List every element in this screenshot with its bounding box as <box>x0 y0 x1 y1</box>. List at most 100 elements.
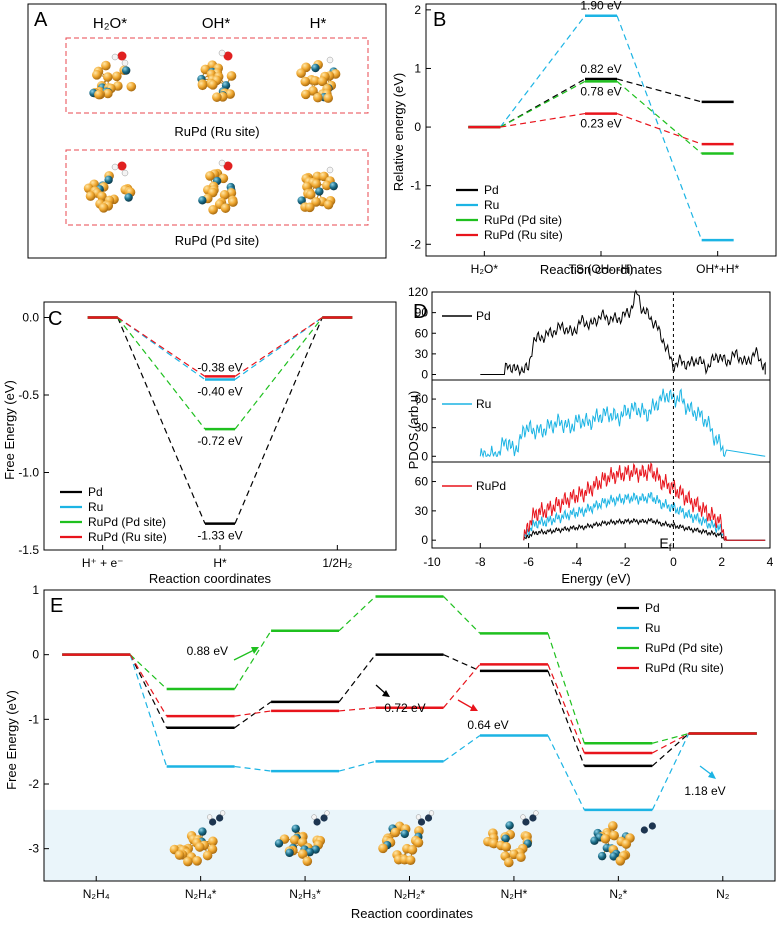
y-tick-label: -1.0 <box>18 466 39 480</box>
connector-pd <box>234 701 272 729</box>
panel-a-label: A <box>34 9 48 31</box>
legend-label-ru: Ru <box>476 397 491 411</box>
pd-atom <box>208 836 218 847</box>
y-tick-label: 0 <box>421 449 428 463</box>
panel-b-label: B <box>433 9 446 31</box>
ru-atom <box>104 175 113 185</box>
y-tick-label: 0 <box>421 368 428 382</box>
connector-ru <box>651 733 690 811</box>
annotation-pd: 0.72 eV <box>384 701 425 715</box>
annotation-rupd-ru-site: 0.23 eV <box>580 117 621 131</box>
panel-a-row1-frame <box>65 37 369 114</box>
connector-ru <box>338 760 376 772</box>
hydrogen-atom <box>111 163 119 171</box>
pd-atom <box>208 80 218 90</box>
hydrogen-atom <box>218 49 226 57</box>
panel-a: A H₂O* OH* H* RuPd (Ru site) RuPd (Pd si… <box>27 3 387 259</box>
nitrogen-atom <box>320 814 328 822</box>
legend-label-rupd: RuPd <box>476 479 506 493</box>
panel-c-xlabel: Reaction coordinates <box>149 571 272 586</box>
pd-atom <box>300 76 311 87</box>
pd-atom <box>226 71 237 81</box>
connector-pd <box>547 670 585 767</box>
panel-a-row2-caption: RuPd (Pd site) <box>175 233 260 248</box>
pd-atom <box>407 845 418 855</box>
hydrogen-atom <box>428 810 435 816</box>
y-tick-label: -0.5 <box>18 388 39 402</box>
connector-pd <box>500 78 586 128</box>
x-tick-label-1-2h: 1/2H₂ <box>322 556 352 570</box>
fermi-label: Ef <box>659 535 671 554</box>
hydrogen-atom <box>121 169 129 177</box>
panel-d-xlabel: Energy (eV) <box>561 571 630 586</box>
series-ru <box>62 653 757 812</box>
cluster-row1-h2o <box>89 51 137 100</box>
nitrogen-atom <box>417 818 426 826</box>
x-tick-label-n-h: N₂H* <box>501 887 528 901</box>
pdos-frame <box>431 291 771 381</box>
connector-ru <box>234 317 323 380</box>
y-tick-label: 1 <box>32 583 39 597</box>
x-tick-label: -4 <box>572 555 583 569</box>
fermi-label-sub: f <box>669 543 672 554</box>
pdos-curve-pd <box>480 289 766 377</box>
annotation-arrowhead <box>708 771 716 779</box>
annotation-rupd-ru-site: 0.64 eV <box>467 718 508 732</box>
legend-label-ru: Ru <box>484 198 499 212</box>
connector-rupd-pd-site <box>547 633 585 744</box>
pd-atom <box>504 857 514 868</box>
panel-a-row1-caption: RuPd (Ru site) <box>174 124 259 139</box>
cluster-row2-h2o <box>83 161 136 213</box>
pd-atom <box>310 75 321 86</box>
pd-atom <box>378 843 388 854</box>
pd-atom <box>197 80 208 91</box>
pd-atom <box>194 842 205 852</box>
cluster-row2-h <box>297 166 338 213</box>
connector-pd <box>338 654 376 703</box>
pd-atom <box>600 833 611 844</box>
pdos-subplot-rupd: 0 30 60 RuPd <box>415 461 771 549</box>
y-tick-label: 30 <box>415 347 429 361</box>
connector-ru <box>616 15 703 241</box>
nitrogen-atom <box>640 826 648 834</box>
y-tick-label: 60 <box>415 392 429 406</box>
y-tick-label: -1.5 <box>18 543 39 557</box>
panel-b: B Relative energy (eV) Reaction coordina… <box>391 0 777 277</box>
annotation-ru: -0.40 eV <box>197 385 242 399</box>
x-tick-label: -8 <box>475 555 486 569</box>
x-tick-label-ts-oh-h: TS (OH- -H) <box>569 262 634 276</box>
panel-b-xlabel: Reaction coordinates <box>540 262 663 277</box>
pd-atom <box>205 171 215 181</box>
annotation-arrowhead <box>382 690 390 697</box>
pd-atom <box>323 93 333 103</box>
connector-rupd-pd-site <box>234 630 272 690</box>
pd-atom <box>413 837 424 848</box>
ru-atom <box>505 821 514 830</box>
pd-atom <box>192 856 202 866</box>
hydrogen-atom <box>324 810 330 816</box>
x-tick-label-oh-h: OH*+H* <box>696 262 739 276</box>
hydrogen-atom <box>326 166 334 174</box>
x-tick-label: 4 <box>767 555 774 569</box>
x-tick-label-n-h: N₂H₄* <box>185 887 217 901</box>
y-tick-label: 120 <box>408 285 428 299</box>
cluster-n-h <box>378 810 435 865</box>
pd-atom <box>311 197 321 207</box>
pd-atom <box>208 204 218 215</box>
oxygen-atom <box>117 161 127 171</box>
connector-rupd-ru-site <box>652 733 690 754</box>
connector-rupd-ru-site <box>234 710 272 717</box>
connector-pd <box>129 654 168 729</box>
annotation-pd: -1.33 eV <box>197 529 242 543</box>
y-tick-label: 0.0 <box>22 311 39 325</box>
cluster-n <box>590 821 656 866</box>
nitrogen-atom <box>216 814 224 822</box>
annotation-rupd-ru-site: -0.38 eV <box>197 360 242 374</box>
y-tick-label: 2 <box>414 3 421 17</box>
connector-rupd-pd-site <box>234 317 323 430</box>
x-tick-label: 2 <box>718 555 725 569</box>
y-tick-label: -3 <box>28 842 39 856</box>
y-tick-label: 90 <box>415 306 429 320</box>
connector-pd <box>616 78 702 103</box>
